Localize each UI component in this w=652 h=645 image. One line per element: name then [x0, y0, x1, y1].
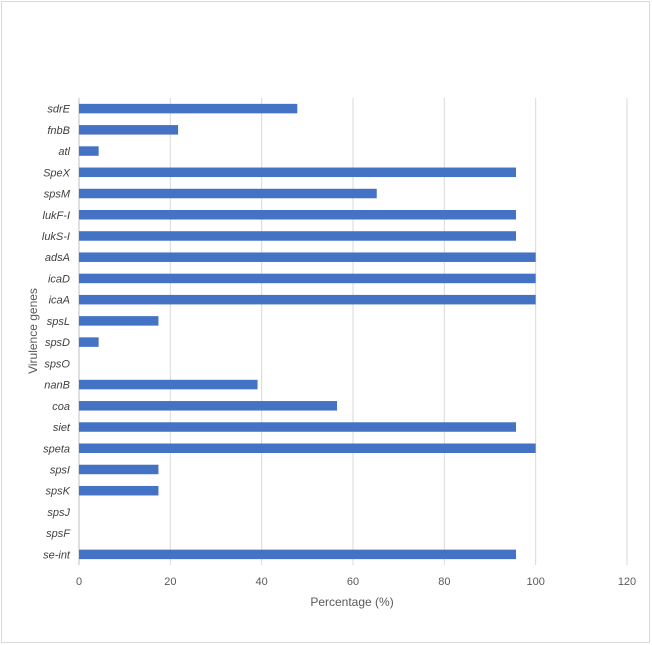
x-tick-labels: 0 20 40 60 80 100 120 [76, 576, 636, 588]
bar-atl [79, 146, 99, 156]
category-label-sdrE: sdrE [47, 104, 70, 116]
x-tick-label: 100 [526, 576, 544, 588]
bar-sdrE [79, 103, 298, 114]
category-label-fnbB: fnbB [47, 125, 70, 137]
bar-nanB [79, 379, 258, 390]
category-label-coa: coa [52, 401, 70, 413]
category-label-spsM: spsM [44, 189, 71, 201]
bar-speta [79, 443, 536, 453]
y-axis-title: Virulence genes [26, 288, 40, 374]
x-tick-label: 20 [164, 576, 176, 588]
category-label-adsA: adsA [45, 252, 70, 264]
category-label-SpeX: SpeX [43, 167, 71, 179]
bar-spsL [79, 316, 159, 326]
bar-lukS-I [79, 231, 517, 241]
bar-coa [79, 401, 338, 411]
category-label-spsL: spsL [47, 316, 70, 328]
bar-adsA [79, 252, 536, 262]
x-tick-label: 120 [618, 576, 636, 588]
bar-spsD [79, 337, 99, 347]
bar-fnbB [79, 125, 179, 135]
category-label-spsJ: spsJ [47, 507, 70, 519]
bar-se-int [79, 549, 517, 560]
category-label-spsO: spsO [44, 358, 70, 370]
category-label-spsI: spsI [50, 464, 70, 476]
category-label-spsD: spsD [45, 337, 70, 349]
category-label-icaD: icaD [48, 273, 70, 285]
category-label-spsF: spsF [46, 528, 71, 540]
category-label-se-int: se-int [43, 549, 71, 561]
bar-icaA [79, 294, 536, 305]
x-tick-label: 60 [347, 576, 359, 588]
bar-lukF-I [79, 210, 517, 220]
category-label-icaA: icaA [49, 295, 70, 307]
bar-spsI [79, 464, 159, 475]
category-label-lukF-I: lukF-I [43, 210, 71, 222]
bars [79, 103, 536, 560]
category-label-speta: speta [43, 443, 70, 455]
bar-siet [79, 422, 517, 432]
x-tick-label: 0 [76, 576, 82, 588]
category-label-nanB: nanB [44, 380, 70, 392]
bar-spsM [79, 188, 377, 199]
x-tick-label: 80 [438, 576, 450, 588]
x-axis-title: Percentage (%) [310, 595, 393, 609]
category-label-spsK: spsK [46, 486, 71, 498]
category-labels: sdrE fnbB atl SpeX spsM lukF-I lukS-I adsA icaD i… [42, 104, 71, 562]
bar-spsK [79, 485, 159, 496]
category-label-lukS-I: lukS-I [42, 231, 70, 243]
category-label-siet: siet [53, 422, 71, 434]
bar-icaD [79, 273, 536, 284]
x-tick-label: 40 [256, 576, 268, 588]
category-label-atl: atl [58, 146, 70, 158]
bar-SpeX [79, 167, 517, 178]
